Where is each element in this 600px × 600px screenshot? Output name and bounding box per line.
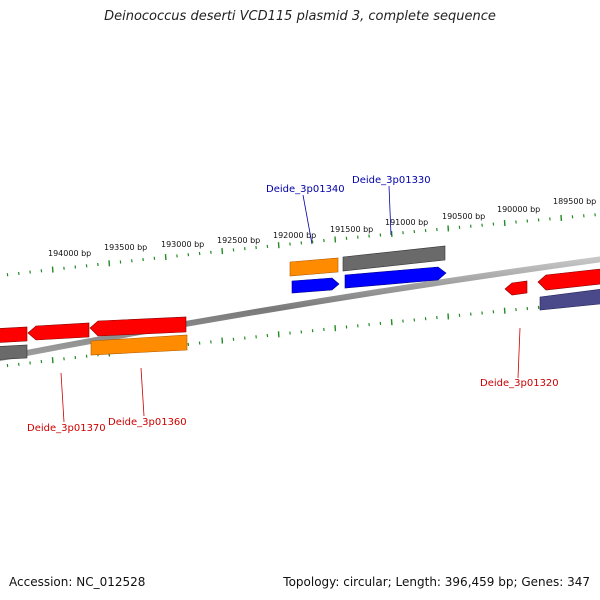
gene-arrow-gray-upper[interactable] bbox=[342, 245, 446, 272]
ruler-label-189500: 189500 bp bbox=[553, 197, 596, 206]
gene-arrow-red-1360[interactable] bbox=[89, 316, 187, 337]
ruler-label-190500: 190500 bp bbox=[442, 212, 485, 221]
ruler-label-190000: 190000 bp bbox=[497, 205, 540, 214]
gene-arrow-gray-left[interactable] bbox=[0, 344, 28, 360]
gene-arrow-red-right[interactable] bbox=[537, 268, 600, 291]
gene-label-1370[interactable]: Deide_3p01370 bbox=[27, 423, 106, 434]
leader-1320 bbox=[517, 327, 521, 379]
plasmid-backbone bbox=[0, 256, 600, 362]
gene-label-group: Deide_3p01340 Deide_3p01330 Deide_3p0132… bbox=[27, 175, 559, 434]
gene-arrow-orange-lower[interactable] bbox=[90, 334, 188, 356]
gene-arrow-blue-1330[interactable] bbox=[344, 266, 447, 289]
gene-arrow-red-1370[interactable] bbox=[27, 322, 90, 341]
ruler-label-191000: 191000 bp bbox=[385, 218, 428, 227]
map-title: Deinococcus deserti VCD115 plasmid 3, co… bbox=[104, 9, 496, 24]
gene-label-1340[interactable]: Deide_3p01340 bbox=[266, 184, 345, 195]
gene-label-1360[interactable]: Deide_3p01360 bbox=[108, 417, 187, 428]
gene-arrow-slate-right[interactable] bbox=[539, 288, 600, 311]
gene-arrow-red-1320[interactable] bbox=[504, 280, 528, 296]
leader-1360 bbox=[140, 367, 145, 417]
ruler-label-191500: 191500 bp bbox=[330, 225, 373, 234]
ruler-labels: 194000 bp 193500 bp 193000 bp 192500 bp … bbox=[48, 197, 596, 258]
ruler-label-194000: 194000 bp bbox=[48, 249, 91, 258]
ruler-label-193000: 193000 bp bbox=[161, 240, 204, 249]
gene-label-1330[interactable]: Deide_3p01330 bbox=[352, 175, 431, 186]
leader-1330 bbox=[388, 185, 392, 236]
gene-arrow-red-left-a[interactable] bbox=[0, 326, 28, 343]
label-leaders bbox=[60, 185, 521, 423]
gene-track-upper bbox=[289, 245, 447, 294]
ruler-ticks-upper bbox=[6, 213, 596, 277]
gene-track-right bbox=[504, 268, 600, 311]
leader-1370 bbox=[60, 372, 65, 423]
gene-label-1320[interactable]: Deide_3p01320 bbox=[480, 378, 559, 389]
ruler-label-192000: 192000 bp bbox=[273, 231, 316, 240]
leader-1340 bbox=[302, 194, 313, 245]
ruler-label-193500: 193500 bp bbox=[104, 243, 147, 252]
gene-arrow-blue-1340[interactable] bbox=[291, 277, 340, 294]
ruler-label-192500: 192500 bp bbox=[217, 236, 260, 245]
topology-summary: Topology: circular; Length: 396,459 bp; … bbox=[283, 575, 590, 589]
gene-arrow-orange-upper[interactable] bbox=[289, 257, 339, 277]
gene-track-lower bbox=[0, 316, 188, 360]
accession-text: Accession: NC_012528 bbox=[9, 575, 146, 589]
